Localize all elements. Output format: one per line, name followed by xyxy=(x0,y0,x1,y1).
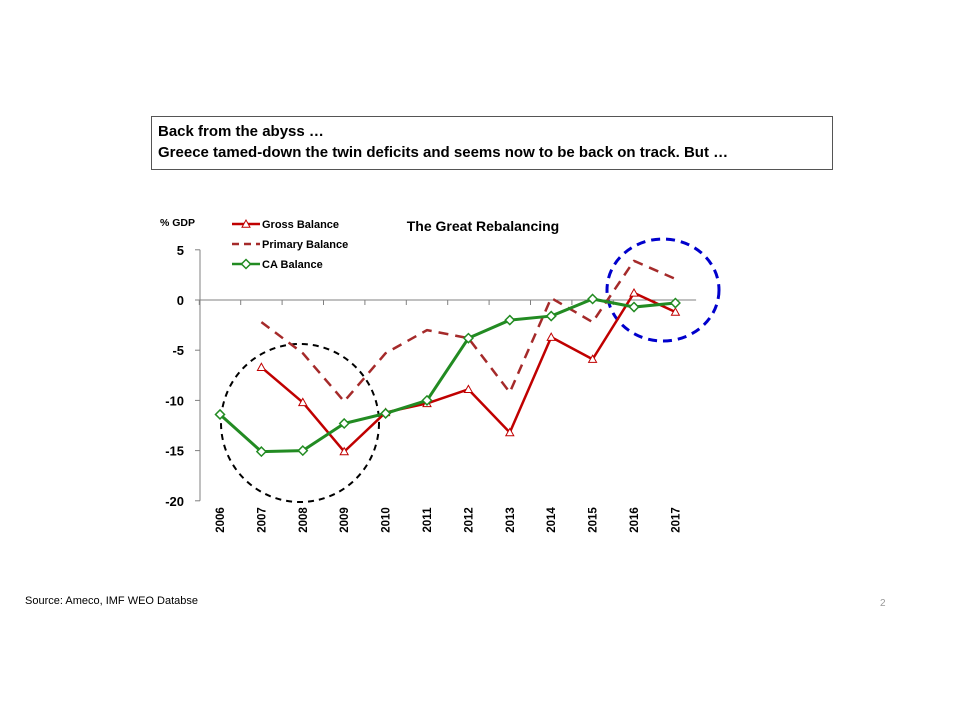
legend-marker-gross-balance xyxy=(241,218,251,228)
gross-balance-point xyxy=(504,427,515,437)
gross-balance-point xyxy=(297,397,308,407)
x-tick-label: 2007 xyxy=(256,507,268,533)
ca-balance-point xyxy=(504,314,516,326)
y-tick-label: -20 xyxy=(165,494,184,509)
chart-title: The Great Rebalancing xyxy=(407,218,559,234)
y-tick-label: -10 xyxy=(165,393,184,408)
x-tick-label: 2016 xyxy=(629,507,641,533)
gross-balance-point xyxy=(463,384,474,394)
legend-label-primary-balance: Primary Balance xyxy=(262,239,348,251)
ca-balance-point xyxy=(669,297,681,309)
y-tick-label: 0 xyxy=(177,293,184,308)
ca-balance-point xyxy=(462,332,474,344)
y-tick-label: -15 xyxy=(165,444,184,459)
ca-balance-point xyxy=(214,408,226,421)
legend-label-gross-balance: Gross Balance xyxy=(262,219,339,231)
ca-balance-point xyxy=(255,446,267,458)
ca-balance-point xyxy=(297,445,309,457)
ca-balance-point xyxy=(380,407,392,420)
x-tick-label: 2011 xyxy=(422,507,434,533)
ca-balance-point xyxy=(545,310,557,322)
page-number: 2 xyxy=(880,598,886,609)
x-tick-label: 2013 xyxy=(505,507,517,533)
y-axis-label: % GDP xyxy=(160,217,195,229)
legend-marker-ca-balance xyxy=(240,258,252,270)
x-tick-label: 2006 xyxy=(215,507,227,533)
ca-balance-point xyxy=(587,293,599,305)
ca-balance-point xyxy=(421,394,433,406)
recovery-highlight-circle xyxy=(605,237,721,343)
gross-balance-point xyxy=(629,287,639,297)
x-tick-label: 2015 xyxy=(588,507,600,533)
gross-balance-point xyxy=(546,332,557,341)
headline-line-2: Greece tamed-down the twin deficits and … xyxy=(158,144,729,161)
x-tick-label: 2008 xyxy=(298,507,310,533)
gross-balance-line xyxy=(260,291,676,453)
ca-balance-point xyxy=(628,301,640,313)
y-tick-label: -5 xyxy=(172,343,184,358)
headline-line-1: Back from the abyss … xyxy=(158,123,324,140)
x-tick-label: 2009 xyxy=(339,507,351,533)
gross-balance-point xyxy=(339,446,350,456)
crisis-highlight-circle xyxy=(220,343,380,503)
ca-balance-point xyxy=(338,417,350,430)
headline-box: Back from the abyss … Greece tamed-down … xyxy=(151,116,833,170)
x-tick-label: 2017 xyxy=(670,507,682,533)
x-tick-label: 2012 xyxy=(463,507,475,533)
y-tick-label: 5 xyxy=(177,243,184,258)
gross-balance-point xyxy=(670,307,681,316)
x-tick-label: 2014 xyxy=(546,507,558,533)
source-note: Source: Ameco, IMF WEO Databse xyxy=(25,595,199,607)
x-tick-label: 2010 xyxy=(381,507,393,533)
gross-balance-point xyxy=(587,354,598,363)
gross-balance-point xyxy=(256,362,267,371)
ca-balance-line xyxy=(218,297,676,454)
primary-balance-line xyxy=(260,259,676,403)
legend-label-ca-balance: CA Balance xyxy=(262,259,323,271)
